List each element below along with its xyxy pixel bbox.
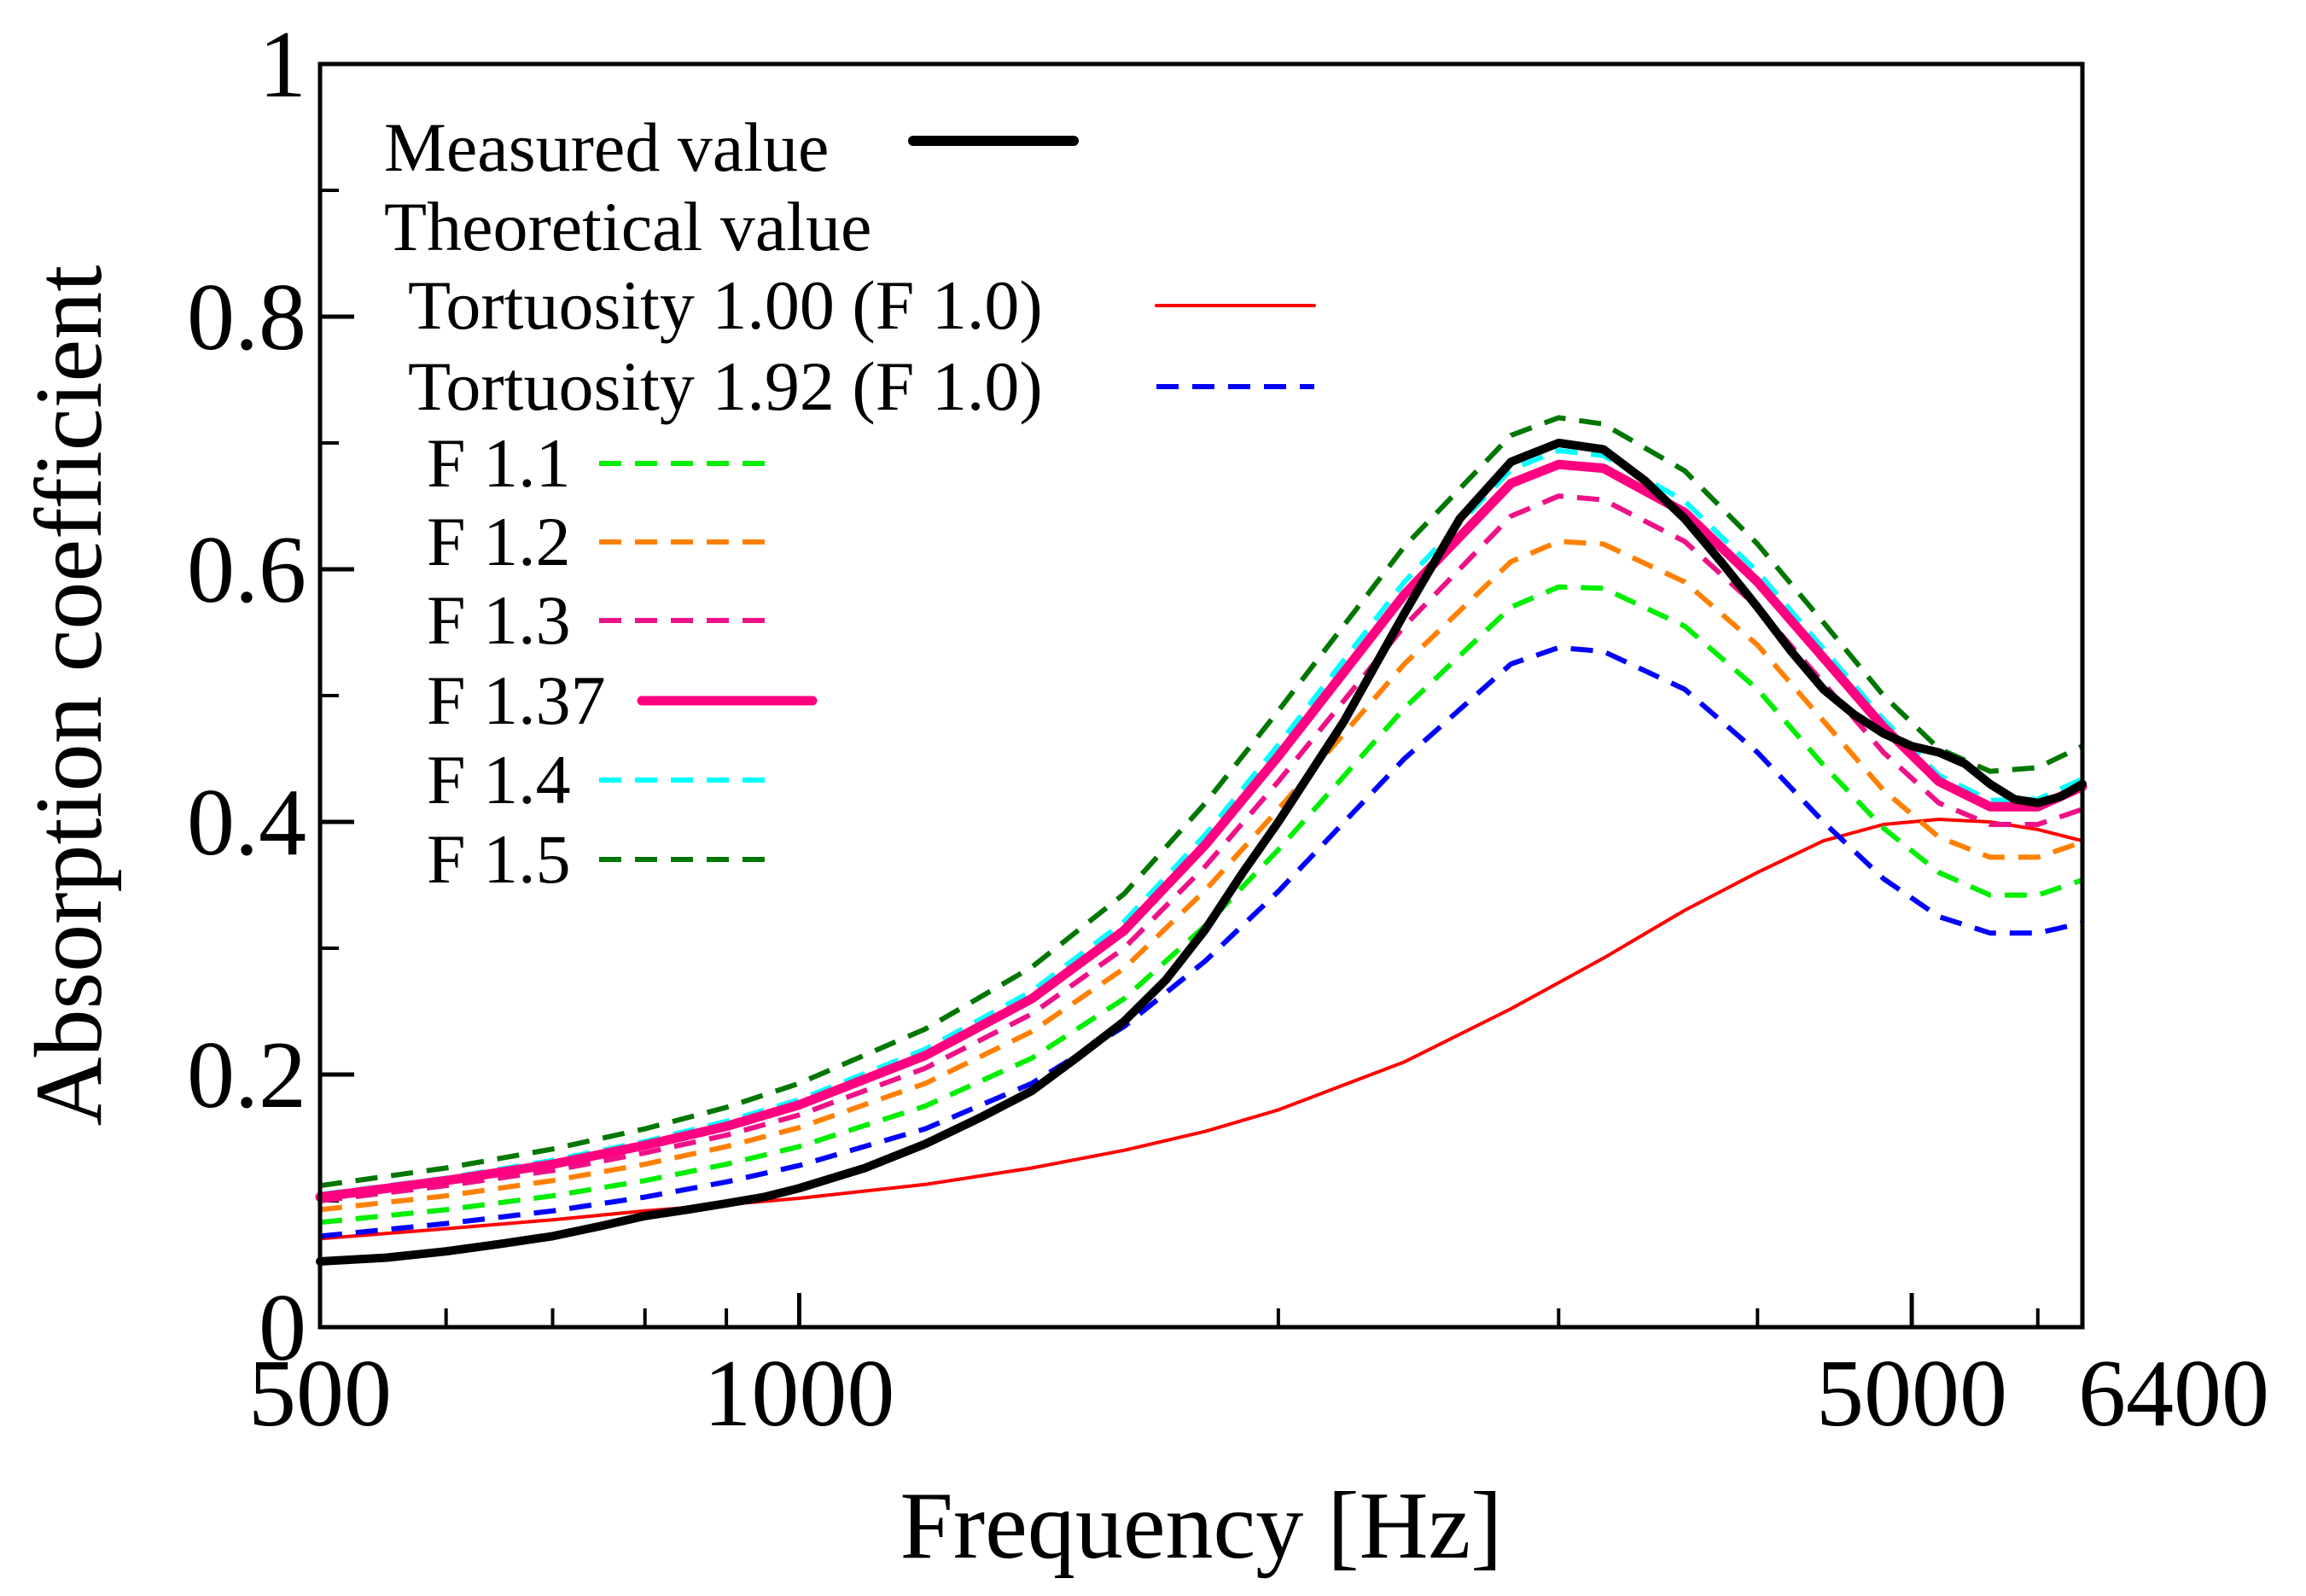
y-tick-label: 0.4 bbox=[187, 770, 306, 876]
series-line-f-1-4 bbox=[319, 447, 2084, 1197]
legend-heading-theoretical: Theoretical value bbox=[384, 188, 871, 265]
legend: Measured value Theoretical value Tortuos… bbox=[384, 108, 1316, 898]
x-tick-label: 5000 bbox=[1816, 1341, 2007, 1447]
series-line-f-1-5 bbox=[319, 415, 2084, 1189]
y-tick-label: 0.8 bbox=[187, 265, 306, 370]
x-tick-label: 500 bbox=[248, 1341, 392, 1447]
x-tick-label: 6400 bbox=[2078, 1341, 2269, 1447]
series-line-f-1-3 bbox=[319, 493, 2083, 1203]
legend-label: F 1.3 bbox=[427, 581, 571, 659]
legend-label: F 1.5 bbox=[427, 820, 571, 898]
series-line-measured-value bbox=[316, 439, 2087, 1266]
legend-heading-measured: Measured value bbox=[384, 108, 829, 186]
tick-label-layer: 0 0.2 0.4 0.6 0.8 1 500 1000 5000 6400 bbox=[187, 12, 2269, 1447]
series-layer bbox=[315, 415, 2088, 1266]
series-line-f-1-2 bbox=[319, 539, 2083, 1213]
y-tick-label: 0.2 bbox=[187, 1022, 306, 1128]
series-line-tortuosity-1-92-f-1-0 bbox=[319, 644, 2083, 1239]
x-axis-title: Frequency [Hz] bbox=[900, 1473, 1503, 1579]
legend-label: F 1.4 bbox=[427, 741, 571, 818]
legend-label: F 1.1 bbox=[427, 424, 571, 502]
series-line-f-1-37 bbox=[315, 459, 2088, 1203]
legend-label: Tortuosity 1.92 (F 1.0) bbox=[408, 347, 1043, 425]
y-axis-title: Absorption coefficient bbox=[16, 265, 122, 1127]
legend-label: F 1.2 bbox=[427, 503, 571, 580]
y-tick-label: 0.6 bbox=[187, 517, 306, 623]
y-tick-label: 1 bbox=[259, 12, 306, 118]
legend-label: Tortuosity 1.00 (F 1.0) bbox=[408, 266, 1043, 344]
y-tick-label: 0 bbox=[259, 1275, 306, 1381]
x-tick-label: 1000 bbox=[703, 1341, 894, 1447]
plot-frame bbox=[317, 61, 2085, 1330]
legend-label: F 1.37 bbox=[427, 661, 606, 739]
